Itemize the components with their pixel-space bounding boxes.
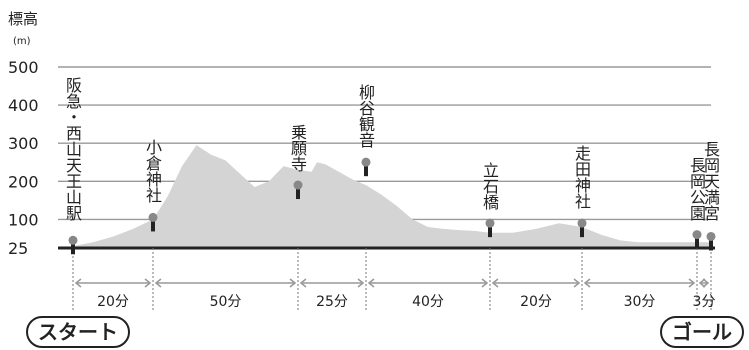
station-label: 立石橋	[480, 162, 499, 211]
segment-arrow-head-left	[491, 278, 499, 288]
start-badge: スタート	[26, 316, 130, 348]
segment-arrow-head-right	[357, 278, 365, 288]
segment-time-label: 3分	[693, 294, 716, 310]
segment-arrow-head-right	[289, 278, 297, 288]
segment-arrow-head-left	[154, 278, 162, 288]
station-post	[296, 187, 300, 200]
station-marker	[706, 231, 716, 241]
segment-arrow-head-right	[573, 278, 581, 288]
y-axis-title: 標高	[8, 10, 38, 28]
y-tick-label: 25	[8, 239, 28, 258]
y-tick-label: 500	[8, 58, 39, 77]
station-label: 長岡天満宮	[701, 141, 720, 222]
station-post	[364, 164, 368, 177]
station-marker	[485, 218, 495, 228]
station-post	[695, 236, 699, 249]
segment-arrow-head-right	[702, 278, 710, 288]
station-marker	[68, 235, 78, 245]
y-tick-label: 300	[8, 134, 39, 153]
station-marker	[361, 157, 371, 167]
segment-time-label: 20分	[97, 294, 129, 310]
station-post	[488, 225, 492, 238]
station-label: 長岡公園	[687, 156, 706, 221]
segment-arrow-head-right	[688, 278, 696, 288]
segment-arrow-head-right	[481, 278, 489, 288]
y-tick-label: 400	[8, 96, 39, 115]
station-label: 乗願寺	[288, 124, 307, 173]
segment-time-label: 30分	[624, 294, 656, 310]
station-post	[580, 225, 584, 238]
station-label: 阪急・西山天王山駅	[63, 77, 82, 222]
segment-arrow-head-left	[299, 278, 307, 288]
station-marker	[148, 212, 158, 222]
segment-time-label: 50分	[210, 294, 242, 310]
station-marker	[577, 218, 587, 228]
goal-badge: ゴール	[660, 316, 744, 348]
y-tick-label: 100	[8, 210, 39, 229]
y-axis-unit: (m)	[13, 36, 31, 47]
elevation-area	[73, 145, 711, 248]
segment-arrow-head-left	[698, 278, 706, 288]
station-label: 小倉神社	[143, 139, 162, 204]
station-post	[151, 219, 155, 232]
segment-time-label: 40分	[412, 294, 444, 310]
station-post	[71, 242, 75, 255]
station-label: 柳谷観音	[356, 84, 375, 149]
segment-time-label: 25分	[316, 294, 348, 310]
segment-arrow-head-left	[583, 278, 591, 288]
segment-time-label: 20分	[520, 294, 552, 310]
segment-arrow-head-left	[367, 278, 375, 288]
station-label: 走田神社	[572, 145, 591, 210]
segment-arrow-head-right	[144, 278, 152, 288]
station-marker	[293, 180, 303, 190]
station-marker	[692, 230, 702, 240]
y-tick-label: 200	[8, 172, 39, 191]
segment-arrow-head-left	[74, 278, 82, 288]
station-post	[709, 238, 713, 251]
